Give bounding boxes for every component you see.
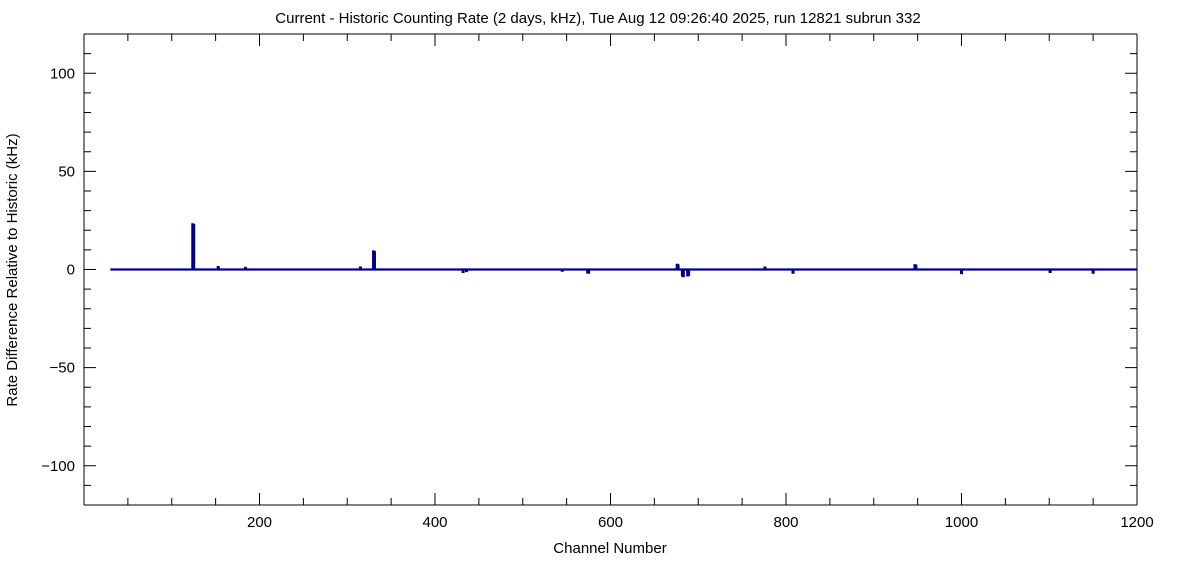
svg-text:50: 50 xyxy=(58,163,75,180)
svg-text:0: 0 xyxy=(67,262,75,279)
svg-text:400: 400 xyxy=(422,514,447,531)
svg-text:600: 600 xyxy=(598,514,623,531)
svg-text:800: 800 xyxy=(773,514,798,531)
y-axis-ticks xyxy=(84,33,1137,506)
x-axis-title: Channel Number xyxy=(553,540,666,557)
svg-text:1000: 1000 xyxy=(945,514,978,531)
svg-text:−100: −100 xyxy=(41,458,75,475)
y-axis-title: Rate Difference Relative to Historic (kH… xyxy=(4,133,21,406)
y-axis-tick-labels: 100 50 0 −50 −100 xyxy=(41,65,75,475)
svg-text:−50: −50 xyxy=(50,360,75,377)
chart-title: Current - Historic Counting Rate (2 days… xyxy=(275,10,921,27)
svg-text:200: 200 xyxy=(247,514,272,531)
x-axis-ticks xyxy=(83,34,1138,505)
x-axis-tick-labels: 200 400 600 800 1000 1200 xyxy=(247,514,1154,531)
svg-text:1200: 1200 xyxy=(1120,514,1153,531)
data-series-rate-difference xyxy=(110,223,1137,278)
svg-text:100: 100 xyxy=(50,65,75,82)
